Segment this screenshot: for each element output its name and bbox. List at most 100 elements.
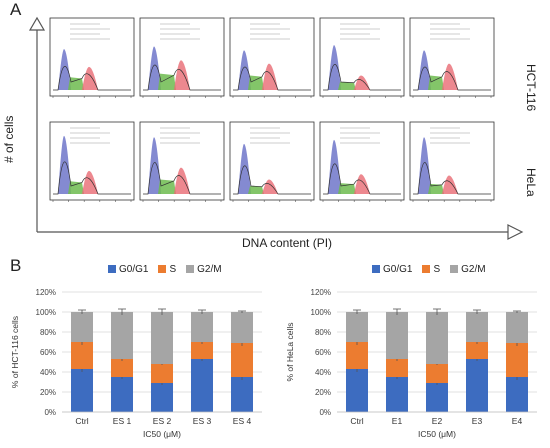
g2-peak xyxy=(174,60,190,90)
legend-label-g2m: G2/M xyxy=(197,264,222,275)
x-axis-arrowhead xyxy=(507,224,524,240)
g1-peak xyxy=(58,135,71,194)
legend-item-g2m: G2/M xyxy=(450,264,486,275)
legend-label-g0g1: G0/G1 xyxy=(119,264,149,275)
g2-peak xyxy=(82,170,98,194)
bar-segment-g0g1 xyxy=(111,377,133,412)
legend-swatch-g0g1 xyxy=(108,265,116,273)
histogram-plot xyxy=(49,17,135,98)
g2-peak xyxy=(262,179,278,194)
bar-segment-g0g1 xyxy=(151,383,173,412)
right-chart-legend: G0/G1 S G2/M xyxy=(372,264,486,275)
x-tick-label: E1 xyxy=(392,416,403,426)
panel-b-letter: B xyxy=(10,256,22,275)
g2-peak xyxy=(354,174,370,194)
legend-label-s: S xyxy=(433,264,441,275)
g1-peak xyxy=(148,137,161,194)
x-axis-title: IC50 (μM) xyxy=(418,429,456,439)
y-tick-label: 80% xyxy=(40,328,56,337)
y-tick-label: 120% xyxy=(36,288,56,297)
x-tick-label: Ctrl xyxy=(75,416,88,426)
legend-swatch-s xyxy=(422,265,431,273)
panel-a-letter: A xyxy=(10,0,22,19)
bar-segment-g2m xyxy=(386,312,408,359)
histogram-plot xyxy=(229,17,315,98)
histogram-trace xyxy=(233,165,311,195)
x-tick-label: E4 xyxy=(512,416,523,426)
bar-segment-s xyxy=(466,342,488,359)
g1-peak xyxy=(238,50,251,90)
histogram-trace xyxy=(323,64,401,91)
g1-peak xyxy=(328,45,341,90)
s-phase-region xyxy=(248,75,264,90)
histogram-trace xyxy=(413,162,491,195)
y-tick-label: 0% xyxy=(319,408,331,417)
y-tick-label: 40% xyxy=(40,368,56,377)
y-tick-label: 60% xyxy=(315,348,331,357)
bar-segment-g2m xyxy=(466,312,488,342)
x-tick-label: ES 4 xyxy=(233,416,252,426)
bar-segment-g0g1 xyxy=(191,359,213,412)
bar-segment-g0g1 xyxy=(71,369,93,412)
y-tick-label: 120% xyxy=(311,288,331,297)
x-tick-label: E3 xyxy=(472,416,483,426)
bar-segment-s xyxy=(346,342,368,369)
x-tick-label: ES 2 xyxy=(153,416,172,426)
bar-segment-s xyxy=(191,342,213,359)
histogram-grid xyxy=(49,17,495,202)
y-tick-label: 100% xyxy=(311,308,331,317)
histogram-trace xyxy=(143,162,221,195)
g2-peak xyxy=(174,167,190,194)
x-tick-label: Ctrl xyxy=(350,416,363,426)
s-phase-region xyxy=(68,77,84,90)
legend-swatch-g2m xyxy=(450,265,459,273)
histogram-plot xyxy=(409,17,495,98)
legend-label-g0g1: G0/G1 xyxy=(383,264,413,275)
y-axis-title: % of HCT-116 cells xyxy=(10,316,20,388)
legend-swatch-s xyxy=(158,265,167,273)
g2-peak xyxy=(442,175,458,194)
y-tick-label: 100% xyxy=(36,308,56,317)
bar-chart-hct116: % of HCT-116 cells 0% 20% 40% 60% 80% 100% 120%… xyxy=(10,288,262,439)
histogram-trace xyxy=(143,64,221,91)
g2-peak xyxy=(262,63,278,90)
bar-segment-s xyxy=(506,343,528,377)
bar-segment-g0g1 xyxy=(506,377,528,412)
histogram-plot xyxy=(319,121,405,202)
histogram-plot xyxy=(139,17,225,98)
g1-peak xyxy=(148,46,161,90)
y-tick-label: 60% xyxy=(40,348,56,357)
g1-peak xyxy=(418,50,431,90)
histogram-plot xyxy=(139,121,225,202)
legend-item-s: S xyxy=(422,264,440,275)
bar-segment-s xyxy=(426,364,448,383)
bar-segment-g0g1 xyxy=(386,377,408,412)
bar-segment-s xyxy=(71,342,93,369)
panel-a-y-title: # of cells xyxy=(2,115,16,163)
bar-segment-g2m xyxy=(111,312,133,359)
s-phase-region xyxy=(248,186,264,194)
bar-segment-s xyxy=(111,359,133,377)
x-axis-title: IC50 (μM) xyxy=(143,429,181,439)
y-tick-label: 0% xyxy=(44,408,56,417)
legend-item-s: S xyxy=(158,264,176,275)
row-label-hct116: HCT-116 xyxy=(524,64,538,112)
histogram-trace xyxy=(413,66,491,91)
y-axis-title: % of HeLa cells xyxy=(285,322,295,381)
row-label-hela: HeLa xyxy=(524,168,538,197)
bar-segment-s xyxy=(151,364,173,383)
s-phase-region xyxy=(158,179,176,194)
s-phase-region xyxy=(428,75,444,90)
bar-segment-g2m xyxy=(506,312,528,343)
bar-segment-g2m xyxy=(191,312,213,342)
bar-segment-g0g1 xyxy=(426,383,448,412)
x-tick-label: ES 1 xyxy=(113,416,132,426)
panel-a-x-title: DNA content (PI) xyxy=(242,236,333,250)
s-phase-region xyxy=(338,82,356,90)
histogram-plot xyxy=(49,121,135,202)
y-tick-label: 40% xyxy=(315,368,331,377)
g1-peak xyxy=(58,49,71,90)
histogram-trace xyxy=(233,66,311,91)
histogram-plot xyxy=(229,121,315,202)
x-tick-label: E2 xyxy=(432,416,443,426)
